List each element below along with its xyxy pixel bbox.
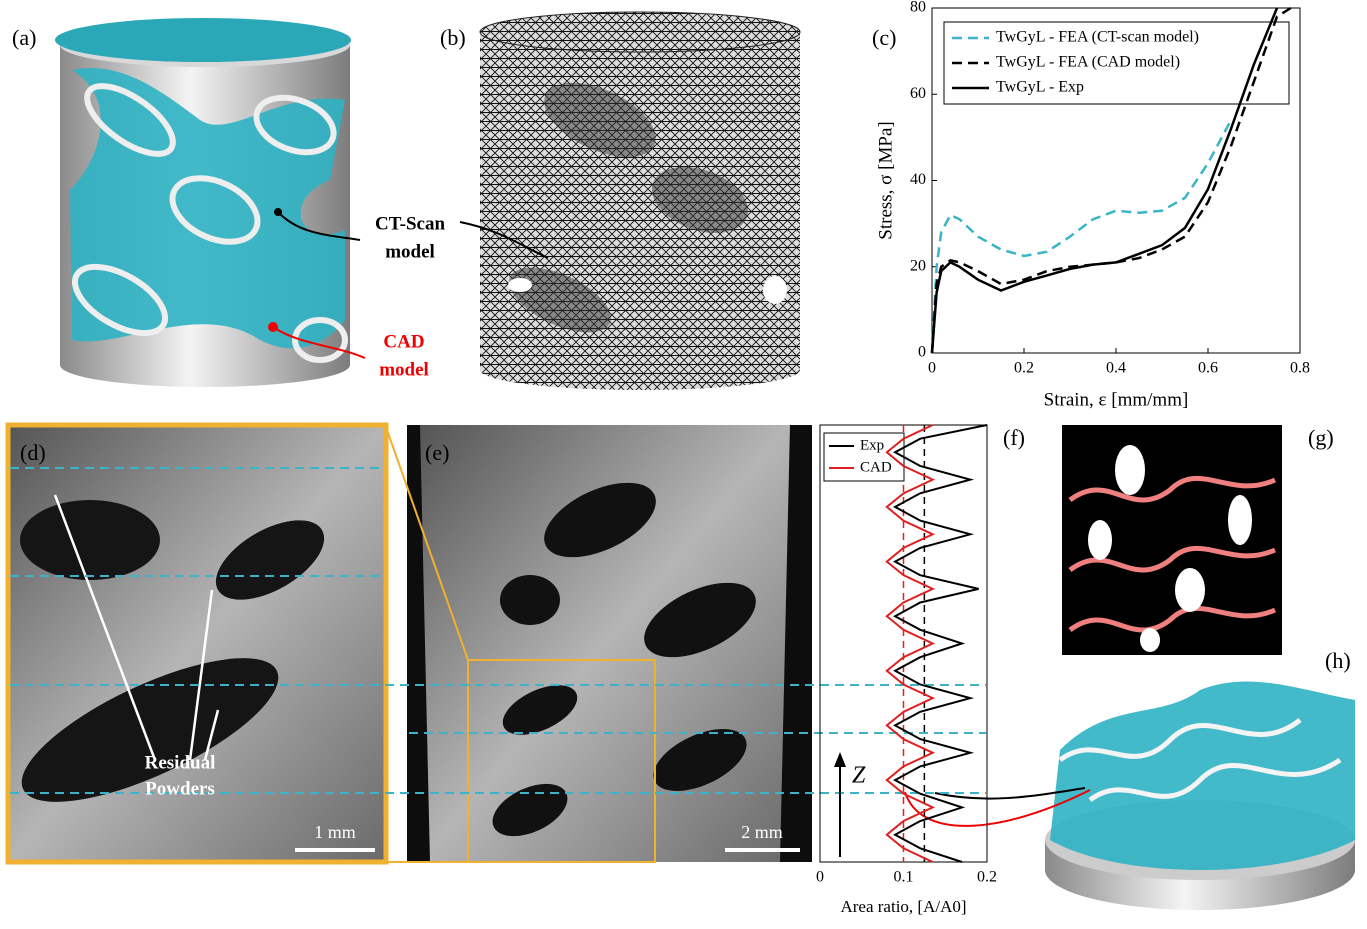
cad-ct-overlay-image bbox=[55, 18, 366, 387]
y-tick-label: 80 bbox=[910, 0, 926, 16]
y-tick-label: 60 bbox=[910, 85, 926, 102]
data-line bbox=[930, 119, 1233, 354]
x-tick-label: 0.4 bbox=[1106, 360, 1126, 377]
x-axis-label: Area ratio, [A/A0] bbox=[840, 897, 966, 916]
panel-label: (g) bbox=[1308, 425, 1334, 450]
legend-label: TwGyL - Exp bbox=[996, 79, 1084, 96]
y-tick-label: 0 bbox=[918, 344, 926, 361]
mesh-image bbox=[459, 11, 801, 390]
panel-label: (d) bbox=[20, 440, 46, 465]
annotation: model bbox=[379, 359, 429, 380]
legend-label: TwGyL - FEA (CT-scan model) bbox=[996, 29, 1199, 46]
y-tick-label: 40 bbox=[910, 171, 926, 188]
panel-label: (c) bbox=[872, 25, 896, 50]
x-tick-label: 0.2 bbox=[977, 869, 997, 886]
panel-label: (a) bbox=[12, 25, 36, 50]
guide-lines bbox=[10, 467, 986, 794]
scale-bar-label: 1 mm bbox=[314, 822, 356, 842]
legend-label: Exp bbox=[860, 437, 884, 453]
panel-label: (h) bbox=[1325, 648, 1351, 673]
x-tick-label: 0.2 bbox=[1014, 360, 1034, 377]
x-axis-label: Strain, ε [mm/mm] bbox=[1044, 389, 1189, 410]
x-tick-label: 0 bbox=[928, 360, 936, 377]
x-tick-label: 0 bbox=[816, 869, 824, 886]
x-tick-label: 0.1 bbox=[894, 869, 914, 886]
annotation: CAD bbox=[383, 331, 424, 352]
data-line bbox=[885, 424, 936, 863]
sem-zoom-image bbox=[5, 422, 389, 865]
legend-label: TwGyL - FEA (CAD model) bbox=[996, 54, 1180, 71]
sem-image bbox=[385, 425, 812, 863]
x-tick-label: 0.8 bbox=[1290, 360, 1310, 377]
z-arrow-head bbox=[834, 752, 846, 767]
z-label: Z bbox=[852, 763, 866, 789]
annotation: CT-Scan bbox=[375, 213, 445, 234]
slice-image bbox=[904, 681, 1355, 910]
data-line bbox=[930, 6, 1292, 354]
annotation: model bbox=[385, 241, 435, 262]
annotation: Residual bbox=[145, 752, 216, 773]
y-tick-label: 20 bbox=[910, 257, 926, 274]
annotation: Powders bbox=[145, 778, 215, 799]
legend bbox=[943, 21, 1290, 105]
panel-label: (b) bbox=[440, 25, 466, 50]
legend bbox=[823, 432, 905, 482]
panel-label: (e) bbox=[425, 440, 449, 465]
scale-bar-label: 2 mm bbox=[741, 822, 783, 842]
legend-label: CAD bbox=[860, 459, 892, 475]
y-axis-label: Stress, σ [MPa] bbox=[875, 121, 896, 239]
data-line bbox=[893, 424, 988, 863]
panel-label: (f) bbox=[1003, 425, 1025, 450]
cross-section-image bbox=[1062, 425, 1282, 655]
x-tick-label: 0.6 bbox=[1198, 360, 1218, 377]
data-line bbox=[930, 7, 1279, 354]
